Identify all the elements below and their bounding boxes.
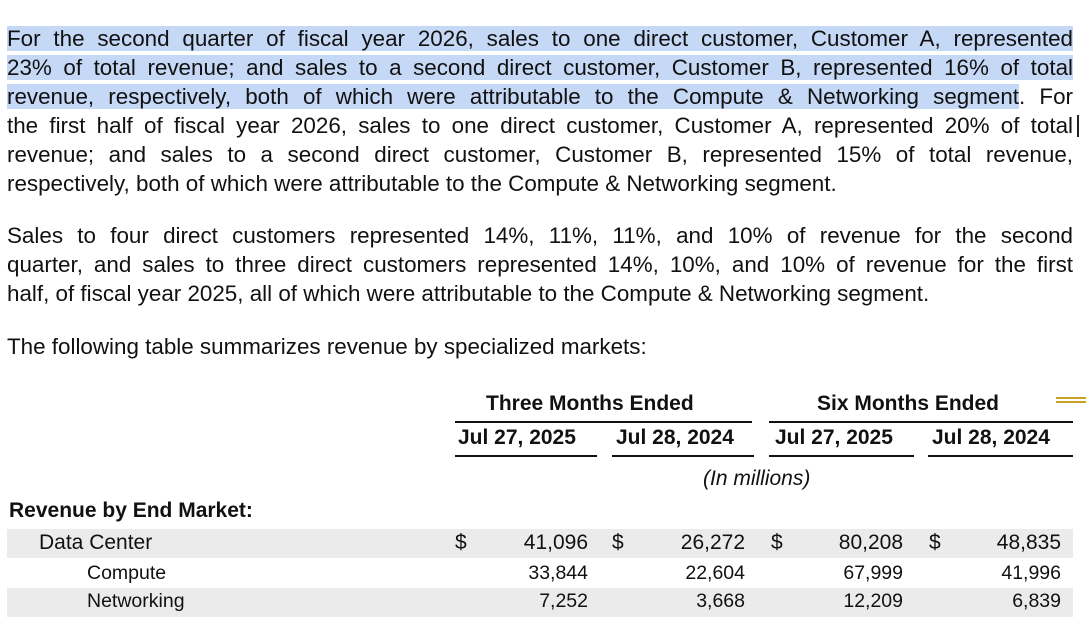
- row-label-data-center: Data Center: [39, 531, 153, 554]
- units-note: (In millions): [703, 467, 811, 490]
- col-header-h-2025: Jul 27, 2025: [775, 426, 893, 449]
- cell-value: 41,996: [1001, 562, 1061, 584]
- col-rule: [455, 455, 597, 457]
- text-line: respectively, both of which were attribu…: [7, 171, 837, 196]
- text-segment: . For: [1019, 84, 1073, 109]
- header-three-months-ended: Three Months Ended: [486, 392, 694, 415]
- col-rule: [928, 455, 1073, 457]
- col-header-q-2025: Jul 27, 2025: [458, 426, 576, 449]
- text-line: half, of fiscal year 2025, all of which …: [7, 281, 930, 306]
- row-label-compute: Compute: [87, 562, 167, 584]
- col-header-h-2024: Jul 28, 2024: [932, 426, 1050, 449]
- selected-text-line-1[interactable]: For the second quarter of fiscal year 20…: [7, 26, 1073, 51]
- fiscal-2025-customers-paragraph: Sales to four direct customers represent…: [7, 221, 1073, 308]
- text-line: revenue; and sales to a second direct cu…: [7, 142, 1073, 167]
- cell-value: 48,835: [996, 531, 1061, 554]
- currency-symbol: $: [771, 531, 783, 554]
- currency-symbol: $: [455, 531, 467, 554]
- row-shade: [7, 529, 1073, 558]
- header-six-months-ended: Six Months Ended: [817, 392, 1000, 415]
- text-cursor-bar: [1077, 115, 1079, 137]
- text-line: Sales to four direct customers represent…: [7, 223, 1073, 248]
- header-rule: [769, 421, 1073, 423]
- currency-symbol: $: [929, 531, 941, 554]
- text-line: quarter, and sales to three direct custo…: [7, 252, 1073, 277]
- row-label-networking: Networking: [87, 590, 185, 612]
- col-header-q-2024: Jul 28, 2024: [616, 426, 734, 449]
- drag-handle-icon: [1056, 397, 1086, 407]
- cell-value: 26,272: [680, 531, 745, 554]
- cell-value: 80,208: [838, 531, 903, 554]
- cell-value: 7,252: [539, 590, 588, 612]
- table-intro-text: The following table summarizes revenue b…: [7, 334, 647, 359]
- cell-value: 6,839: [1012, 590, 1061, 612]
- selected-text-line-2[interactable]: 23% of total revenue; and sales to a sec…: [7, 55, 1073, 80]
- cell-value: 22,604: [685, 562, 745, 584]
- cell-value: 33,844: [528, 562, 588, 584]
- cell-value: 12,209: [843, 590, 903, 612]
- header-rule: [455, 421, 752, 423]
- col-rule: [769, 455, 914, 457]
- cell-value: 3,668: [696, 590, 745, 612]
- cell-value: 67,999: [843, 562, 903, 584]
- currency-symbol: $: [612, 531, 624, 554]
- cell-value: 41,096: [523, 531, 588, 554]
- row-shade: [7, 588, 1073, 617]
- section-label: Revenue by End Market:: [9, 499, 253, 522]
- col-rule: [612, 455, 754, 457]
- selected-text-line-3[interactable]: revenue, respectively, both of which wer…: [7, 84, 1020, 109]
- customer-concentration-paragraph: For the second quarter of fiscal year 20…: [7, 24, 1073, 198]
- text-line: the first half of fiscal year 2026, sale…: [7, 113, 1073, 138]
